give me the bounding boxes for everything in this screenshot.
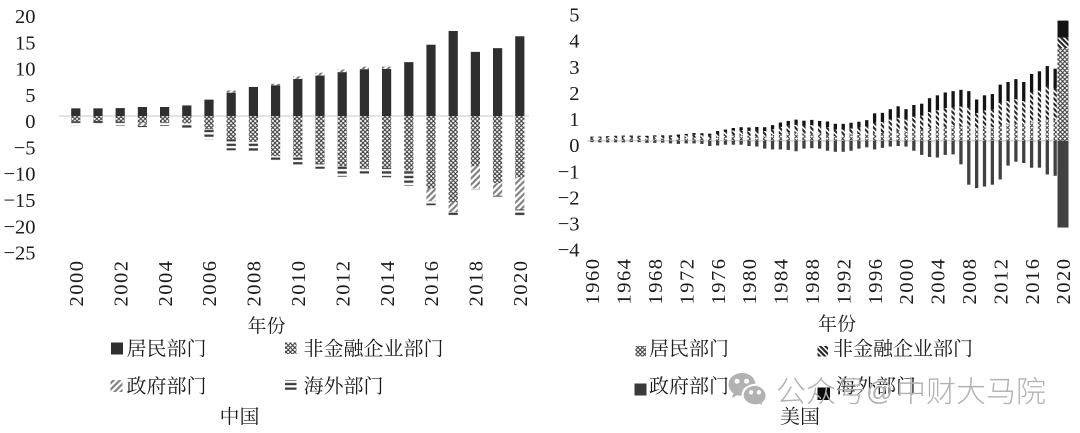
svg-text:2020: 2020 xyxy=(510,260,532,307)
svg-text:10: 10 xyxy=(15,59,36,81)
svg-text:1992: 1992 xyxy=(833,258,855,305)
svg-text:2006: 2006 xyxy=(199,260,221,307)
svg-text:1988: 1988 xyxy=(802,258,824,305)
svg-text:2004: 2004 xyxy=(928,258,950,305)
svg-text:2: 2 xyxy=(569,83,579,105)
svg-text:2014: 2014 xyxy=(377,260,399,307)
svg-text:2020: 2020 xyxy=(1053,258,1075,305)
svg-text:15: 15 xyxy=(15,32,36,54)
svg-text:−3: −3 xyxy=(558,214,580,236)
svg-text:0: 0 xyxy=(569,135,579,157)
svg-text:1984: 1984 xyxy=(771,258,793,305)
svg-text:5: 5 xyxy=(25,85,35,107)
svg-text:1972: 1972 xyxy=(676,258,698,305)
svg-text:−5: −5 xyxy=(14,138,36,160)
svg-text:4: 4 xyxy=(569,31,579,53)
svg-text:1: 1 xyxy=(569,109,579,131)
svg-text:2004: 2004 xyxy=(155,260,177,307)
svg-text:2010: 2010 xyxy=(288,260,310,307)
svg-text:−4: −4 xyxy=(558,240,580,262)
svg-text:1976: 1976 xyxy=(708,258,730,305)
svg-text:2012: 2012 xyxy=(990,258,1012,305)
svg-text:1964: 1964 xyxy=(614,258,636,305)
svg-text:2002: 2002 xyxy=(110,260,132,307)
svg-text:2000: 2000 xyxy=(66,260,88,307)
svg-text:−25: −25 xyxy=(3,243,35,265)
svg-text:5: 5 xyxy=(569,5,579,27)
svg-text:0: 0 xyxy=(25,111,35,133)
svg-text:1996: 1996 xyxy=(865,258,887,305)
svg-text:@: @ xyxy=(866,376,893,406)
svg-text:2008: 2008 xyxy=(244,260,266,307)
svg-text:3: 3 xyxy=(569,57,579,79)
svg-text:−1: −1 xyxy=(558,161,580,183)
svg-text:1960: 1960 xyxy=(582,258,604,305)
svg-text:2016: 2016 xyxy=(421,260,443,307)
svg-text:−2: −2 xyxy=(558,188,580,210)
svg-text:−15: −15 xyxy=(3,190,35,212)
svg-text:−20: −20 xyxy=(3,216,35,238)
svg-text:1968: 1968 xyxy=(645,258,667,305)
svg-text:2000: 2000 xyxy=(896,258,918,305)
svg-text:20: 20 xyxy=(15,6,36,28)
svg-text:2016: 2016 xyxy=(1022,258,1044,305)
svg-text:2018: 2018 xyxy=(466,260,488,307)
svg-text:2012: 2012 xyxy=(332,260,354,307)
svg-text:−10: −10 xyxy=(3,164,35,186)
svg-text:2008: 2008 xyxy=(959,258,981,305)
svg-text:1980: 1980 xyxy=(739,258,761,305)
